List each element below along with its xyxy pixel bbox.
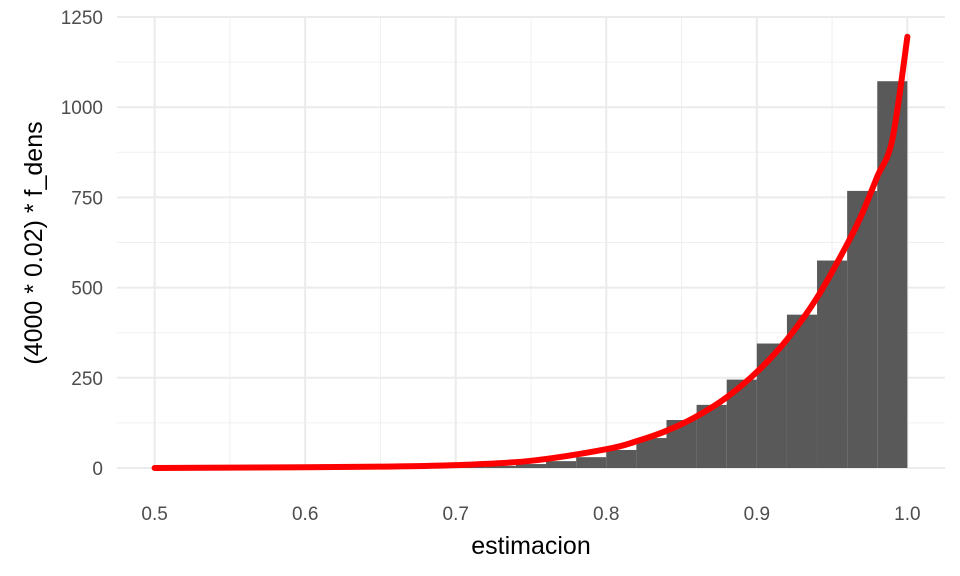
x-axis-title: estimacion	[471, 532, 591, 560]
x-tick-label: 1.0	[894, 504, 920, 525]
x-tick-label: 0.8	[593, 504, 619, 525]
y-axis-ticks: 0 250 500 750 1000 1250	[61, 8, 103, 480]
y-axis-title: (4000 * 0.02) * f_dens	[20, 121, 48, 364]
histogram-bar	[636, 438, 667, 468]
histogram-bar	[576, 457, 607, 468]
histogram-bar	[546, 461, 577, 468]
x-axis-ticks: 0.5 0.6 0.7 0.8 0.9 1.0	[141, 504, 920, 525]
y-tick-label: 0	[92, 459, 103, 480]
density-curve-layer	[151, 33, 911, 471]
density-curve-line	[151, 33, 911, 471]
histogram-bar	[786, 314, 818, 468]
x-tick-label: 0.9	[744, 504, 770, 525]
y-tick-label: 500	[71, 279, 103, 300]
histogram-bar	[606, 449, 637, 468]
y-tick-label: 250	[71, 369, 103, 390]
y-tick-label: 1250	[61, 8, 103, 29]
x-tick-label: 0.7	[443, 504, 469, 525]
histogram-bar	[756, 343, 787, 468]
x-tick-label: 0.6	[292, 504, 318, 525]
histogram-bar	[515, 464, 547, 468]
y-tick-label: 750	[71, 188, 103, 209]
x-tick-label: 0.5	[141, 504, 167, 525]
histogram-bar	[485, 465, 516, 468]
y-tick-label: 1000	[61, 98, 103, 119]
